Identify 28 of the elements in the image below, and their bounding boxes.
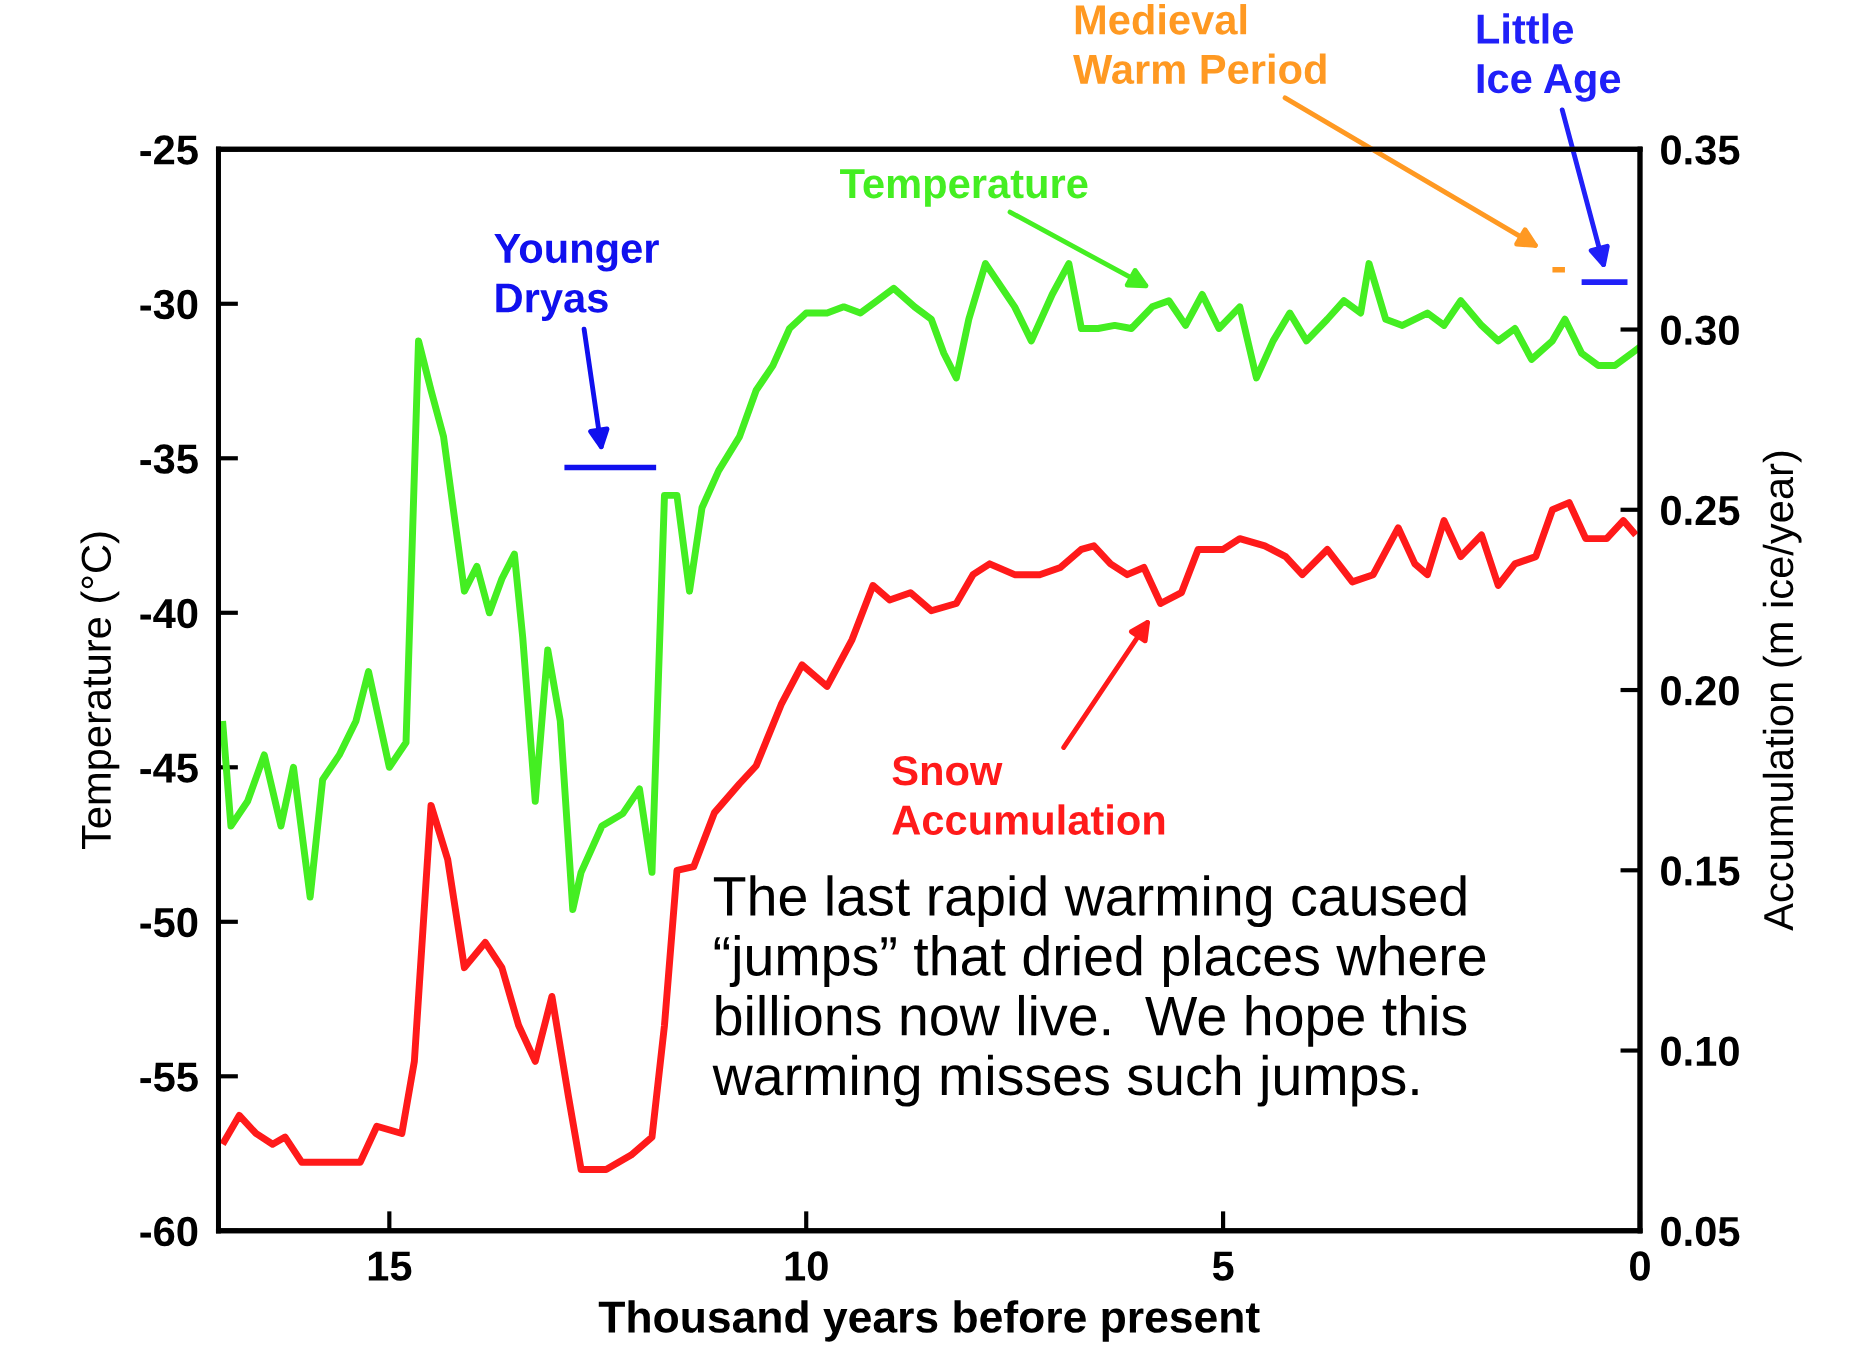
y2-tick-label: 0.25 [1661, 495, 1740, 526]
y2-axis-title: Accumulation (m ice/year) [1762, 451, 1802, 931]
y2-tick-label: 0.10 [1661, 1036, 1739, 1067]
y-tick-label: -50 [140, 907, 198, 938]
y-tick-label: -40 [140, 598, 198, 629]
text: Younger Dryas [494, 234, 659, 321]
x-tick-label: 0 [1630, 1251, 1650, 1281]
text: Medieval Warm Period [1073, 4, 1326, 85]
y-tick-label: -35 [140, 444, 198, 474]
text: Little Ice Age [1477, 13, 1621, 102]
y2-tick-label: 0.30 [1661, 315, 1739, 346]
x-tick-label: 5 [1212, 1251, 1234, 1281]
x-tick-label: 10 [785, 1251, 828, 1281]
y-axis-title: Temperature (°C) [80, 532, 120, 850]
y-tick-label: -60 [140, 1216, 198, 1247]
y2-tick-label: 0.05 [1661, 1216, 1740, 1247]
annotation: The last rapid warming caused “jumps” that dried places where billions now live. We hope this warming misses such jumps. [712, 875, 1486, 1107]
y-tick-label: -45 [140, 753, 198, 783]
x-axis-title: Thousand years before present [598, 1300, 1260, 1342]
y2-tick-label: 0.15 [1661, 856, 1740, 886]
y-tick-label: -55 [140, 1062, 198, 1092]
y2-tick-label: 0.20 [1661, 676, 1739, 706]
y2-tick-label: 0.35 [1661, 135, 1740, 165]
text: Snow Accumulation [892, 756, 1165, 835]
y-tick-label: -30 [140, 289, 198, 320]
series-label: Temperature [840, 169, 1088, 207]
x-tick-label: 15 [368, 1251, 412, 1281]
y-tick-label: -25 [140, 135, 198, 165]
